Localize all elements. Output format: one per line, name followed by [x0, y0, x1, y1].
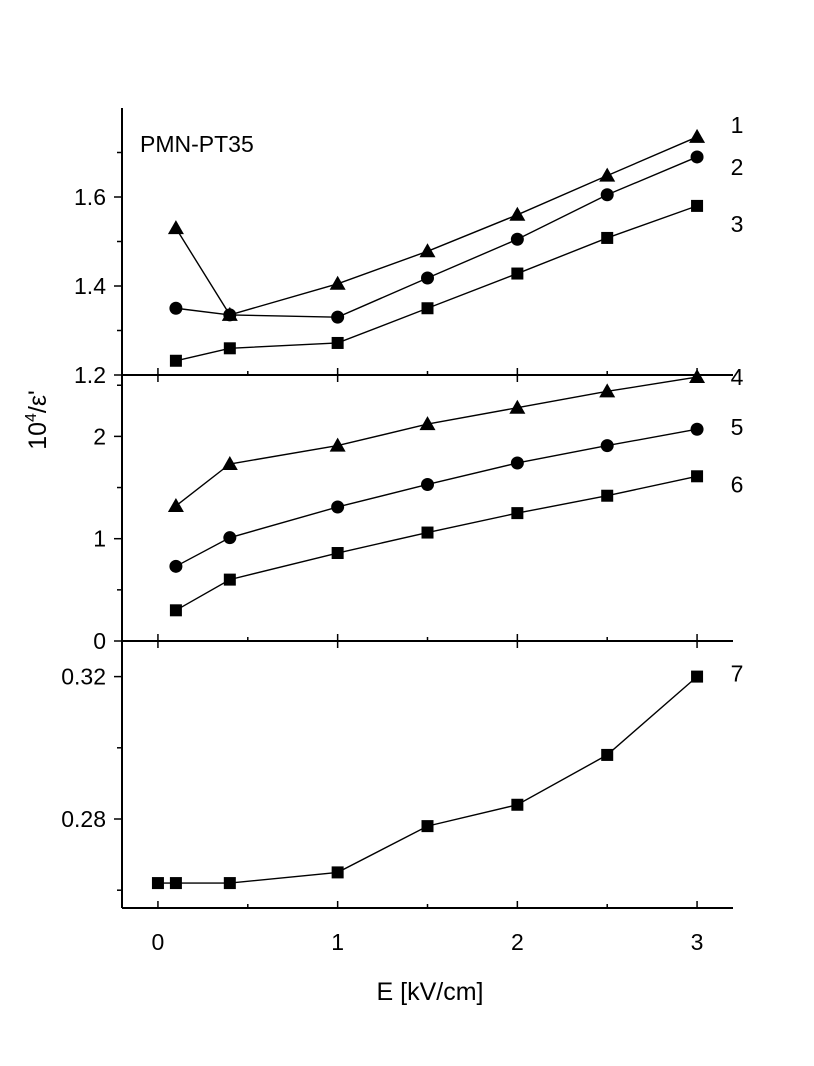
series-2-point: [600, 188, 614, 202]
series-5-point: [169, 559, 183, 573]
panel-middle-axes: 0 1 2: [93, 375, 733, 654]
series-3-line: [175, 205, 698, 362]
series-7-point: [511, 798, 524, 811]
series-2-line: [175, 156, 698, 318]
series-4-point: [167, 497, 184, 512]
series-4-line: [175, 376, 698, 507]
series-2-label: 2: [731, 154, 744, 180]
series-3-point: [169, 354, 182, 367]
series-7-point: [223, 877, 236, 890]
series-5-line: [175, 428, 698, 567]
series-6-point: [421, 526, 434, 539]
y-tick-label: 2: [93, 423, 106, 449]
panel-bottom-axes: 0.28 0.32: [61, 641, 733, 909]
series-3-point: [331, 336, 344, 349]
series-1-point: [599, 167, 616, 182]
y-tick-label: 1.6: [74, 184, 106, 210]
series-3-point: [601, 231, 614, 244]
x-axis-title: E [kV/cm]: [377, 978, 484, 1006]
series-1-label: 1: [731, 112, 744, 138]
series-3: 3: [169, 199, 744, 367]
series-5-point: [223, 531, 237, 545]
series-2-point: [331, 310, 345, 324]
series-7-label: 7: [731, 661, 744, 687]
series-1-point: [509, 206, 526, 221]
y-axis-title-exponent: 4: [23, 413, 40, 422]
series-4-point: [329, 437, 346, 452]
series-1-point: [329, 275, 346, 290]
x-tick-label: 3: [691, 929, 704, 955]
series-4-point: [689, 369, 706, 384]
series-3-point: [691, 199, 704, 212]
series-2: 2: [169, 150, 744, 324]
series-7-point: [331, 866, 344, 879]
series-7: 7: [151, 661, 744, 890]
series-1-line: [175, 136, 698, 316]
series-7-point: [169, 877, 182, 890]
y-tick-label: 0.32: [61, 664, 106, 690]
series-2-point: [510, 232, 524, 246]
series-4-point: [509, 399, 526, 414]
series-7-point: [691, 670, 704, 683]
y-tick-label: 0.28: [61, 806, 106, 832]
series-4-point: [419, 416, 436, 431]
series-6: 6: [169, 470, 744, 617]
x-tick-label: 0: [152, 929, 165, 955]
series-6-line: [175, 475, 698, 611]
y-tick-label: 0: [93, 628, 106, 654]
axes-layer: 1.2 1.4 1.6 0 1 2 0.28 0.32 0 1 2 3: [61, 108, 733, 955]
y-tick-label: 1: [93, 526, 106, 552]
series-3-point: [511, 267, 524, 280]
series-1-point: [689, 128, 706, 143]
series-2-point: [223, 308, 237, 322]
series-1-point: [167, 220, 184, 235]
series-6-point: [331, 547, 344, 560]
series-2-point: [690, 150, 704, 164]
x-tick-labels: 0 1 2 3: [152, 929, 704, 955]
panel-top-axes: 1.2 1.4 1.6: [74, 151, 733, 388]
series-7-point: [421, 820, 434, 833]
series-5-point: [690, 422, 704, 436]
series-6-point: [169, 604, 182, 617]
series-5-point: [600, 439, 614, 453]
y-tick-label: 1.2: [74, 362, 106, 388]
series-7-line: [157, 676, 698, 884]
series-4-label: 4: [731, 364, 744, 390]
series-4: 4: [167, 364, 744, 512]
series-3-point: [223, 342, 236, 355]
series-2-point: [421, 271, 434, 285]
series-6-label: 6: [731, 471, 744, 497]
series-6-point: [511, 507, 524, 520]
series-4-point: [221, 456, 238, 471]
y-axis-title-base: 10: [24, 422, 52, 450]
series-6-point: [691, 470, 704, 483]
series-7-point: [151, 877, 164, 890]
series-5-point: [510, 456, 524, 470]
sample-label: PMN-PT35: [140, 131, 254, 157]
y-tick-label: 1.4: [74, 273, 106, 299]
x-tick-label: 2: [511, 929, 524, 955]
label-layer: PMN-PT35 E [kV/cm] 104/ε': [23, 131, 483, 1006]
series-6-point: [223, 573, 236, 586]
x-tick-label: 1: [331, 929, 344, 955]
series-layer: 1 2 3 4 5 6 7: [151, 112, 744, 890]
y-axis-title-rest: /ε': [24, 390, 52, 413]
series-7-point: [601, 748, 614, 761]
series-3-label: 3: [731, 211, 744, 237]
series-3-point: [421, 302, 434, 315]
series-6-point: [601, 489, 614, 502]
series-4-point: [599, 383, 616, 398]
y-axis-title: 104/ε': [23, 390, 52, 450]
series-5-label: 5: [731, 414, 744, 440]
series-5-point: [421, 477, 434, 491]
series-1-point: [419, 243, 436, 258]
series-2-point: [169, 301, 183, 315]
series-1: 1: [167, 112, 744, 321]
series-5: 5: [169, 414, 743, 573]
series-5-point: [331, 500, 345, 514]
